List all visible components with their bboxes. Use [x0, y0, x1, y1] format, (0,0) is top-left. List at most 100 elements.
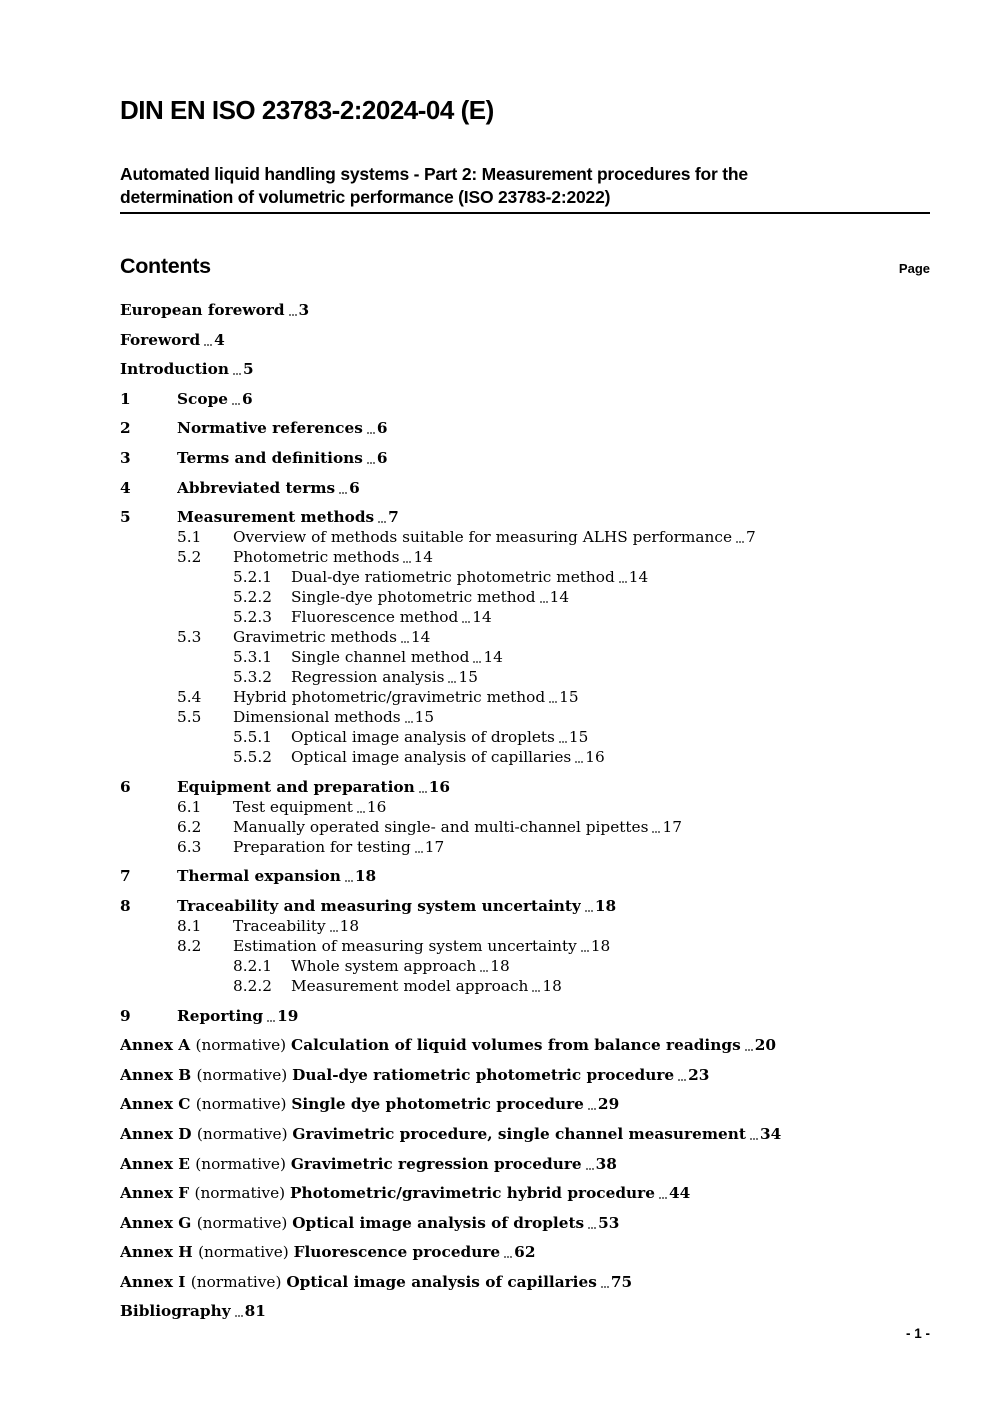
dot-leader	[558, 741, 567, 744]
toc-entry[interactable]: Bibliography 81	[120, 1301, 930, 1321]
toc-entry-label: Fluorescence method	[291, 608, 459, 627]
toc-entry-page: 5	[242, 360, 254, 379]
toc-entry-number: 5.4	[177, 688, 202, 707]
toc-entry-page: 6	[242, 389, 253, 408]
toc-entry-number: 6.3	[177, 837, 202, 856]
toc-entry-page: 18	[594, 896, 617, 915]
toc-entry[interactable]: Annex H (normative) Fluorescence procedu…	[120, 1242, 930, 1262]
toc-entry[interactable]: 6 Equipment and preparation 16	[120, 777, 930, 797]
toc-entry-label: Hybrid photometric/gravimetric method	[233, 688, 546, 707]
toc-entry-label: Test equipment	[233, 797, 353, 816]
page-column-label: Page	[898, 261, 930, 276]
toc-entry[interactable]: 6.1 Test equipment 16	[120, 797, 930, 817]
toc-entry-page: 14	[410, 628, 431, 647]
toc-entry-label: Single-dye photometric method	[291, 588, 536, 607]
toc-entry[interactable]: 7 Thermal expansion 18	[120, 866, 930, 886]
toc-entry-label: Gravimetric methods	[233, 628, 397, 647]
toc-entry-page: 6	[349, 478, 360, 497]
toc-entry[interactable]: 2 Normative references 6	[120, 418, 930, 438]
toc-entry[interactable]: 8.2.1 Whole system approach 18	[120, 956, 930, 976]
toc-entry-page: 15	[559, 688, 579, 707]
toc-entry-label: Annex D (normative) Gravimetric procedur…	[120, 1124, 746, 1143]
toc-entry[interactable]: 5.3.2 Regression analysis 15	[120, 667, 930, 687]
toc-entry-number: 6.2	[177, 817, 202, 836]
toc-entry-label: Foreword	[120, 330, 201, 349]
dot-leader	[400, 641, 409, 644]
toc-entry-label: Regression analysis	[291, 668, 445, 687]
dot-leader	[414, 850, 423, 853]
toc-entry-label: Measurement methods	[177, 508, 375, 527]
toc-entry-page: 15	[458, 668, 478, 687]
document-title-line2: determination of volumetric performance …	[120, 186, 611, 207]
toc-entry[interactable]: 4 Abbreviated terms 6	[120, 478, 930, 498]
toc-entry-page: 17	[662, 817, 682, 836]
toc-entry-number: 4	[120, 478, 131, 497]
toc-entry-label: Manually operated single- and multi-chan…	[233, 817, 649, 836]
toc-entry[interactable]: 5.2.1 Dual-dye ratiometric photometric me…	[120, 567, 930, 587]
toc-entry[interactable]: Annex D (normative) Gravimetric procedur…	[120, 1124, 930, 1144]
toc-entry[interactable]: 8.2 Estimation of measuring system uncert…	[120, 936, 930, 956]
toc-entry-page: 17	[424, 837, 445, 856]
footer: - 1 -	[120, 1326, 930, 1341]
toc-entry[interactable]: Annex I (normative) Optical image analys…	[120, 1272, 930, 1292]
toc-entry-label: Traceability and measuring system uncert…	[177, 896, 581, 915]
toc-entry-label: Annex I (normative) Optical image analys…	[120, 1272, 597, 1291]
dot-leader	[532, 989, 541, 992]
toc-entry-label: Whole system approach	[291, 956, 477, 975]
toc-entry-number: 5.2.3	[233, 608, 272, 627]
dot-leader	[344, 880, 353, 883]
toc-entry[interactable]: 1 Scope 6	[120, 389, 930, 409]
dot-leader	[549, 701, 558, 704]
toc-entry[interactable]: 6.2 Manually operated single- and multi-c…	[120, 817, 930, 837]
document-title-line1: Automated liquid handling systems - Part…	[120, 164, 748, 184]
toc-entry[interactable]: 8.1 Traceability 18	[120, 916, 930, 936]
toc-entry-page: 29	[597, 1095, 620, 1114]
toc-entry[interactable]: 5.5.1 Optical image analysis of droplets 1…	[120, 727, 930, 747]
toc-entry[interactable]: Annex C (normative) Single dye photometr…	[120, 1094, 930, 1114]
toc-entry-label: Measurement model approach	[291, 976, 529, 995]
toc-entry[interactable]: 5.5.2 Optical image analysis of capillari…	[120, 747, 930, 767]
dot-leader	[678, 1078, 687, 1081]
toc-entry[interactable]: 9 Reporting 19	[120, 1006, 930, 1026]
toc-entry-label: Annex E (normative) Gravimetric regressi…	[120, 1154, 582, 1173]
toc-entry[interactable]: Annex B (normative) Dual-dye ratiometric…	[120, 1065, 930, 1085]
toc-entry[interactable]: 5.1 Overview of methods suitable for meas…	[120, 527, 930, 547]
toc-entry-label: Thermal expansion	[177, 867, 341, 886]
toc-entry-page: 3	[298, 301, 310, 319]
toc-entry[interactable]: 5.3 Gravimetric methods 14	[120, 627, 930, 647]
toc-entry-page: 7	[388, 508, 399, 527]
toc-entry[interactable]: Annex A (normative) Calculation of liqui…	[120, 1035, 930, 1055]
toc-entry[interactable]: 5.2.2 Single-dye photometric method 14	[120, 587, 930, 607]
toc-entry-page: 18	[542, 976, 562, 995]
toc-entry[interactable]: Foreword 4	[120, 330, 930, 350]
toc-entry[interactable]: 6.3 Preparation for testing 17	[120, 837, 930, 857]
toc-entry[interactable]: 5 Measurement methods 7	[120, 507, 930, 527]
dot-leader	[329, 929, 338, 932]
page-indicator: - 1 -	[905, 1326, 930, 1342]
dot-leader	[658, 1197, 667, 1200]
toc-entry[interactable]: Introduction 5	[120, 359, 930, 379]
toc-entry[interactable]: 8.2.2 Measurement model approach 18	[120, 976, 930, 996]
toc-entry-number: 8.2	[177, 936, 202, 955]
toc-entry[interactable]: 5.3.1 Single channel method 14	[120, 647, 930, 667]
toc-entry[interactable]: 5.2.3 Fluorescence method 14	[120, 607, 930, 627]
toc-entry[interactable]: 5.2 Photometric methods 14	[120, 547, 930, 567]
toc-entry[interactable]: Annex E (normative) Gravimetric regressi…	[120, 1154, 930, 1174]
toc-entry[interactable]: 5.5 Dimensional methods 15	[120, 707, 930, 727]
toc-entry-label: Introduction	[120, 360, 229, 379]
toc-entry[interactable]: European foreword 3	[120, 300, 930, 320]
toc-entry-number: 8.2.1	[233, 956, 272, 975]
dot-leader	[448, 681, 457, 684]
toc-entry[interactable]: 8 Traceability and measuring system uncer…	[120, 896, 930, 916]
toc-entry-page: 14	[483, 648, 503, 667]
contents-heading: Contents	[120, 254, 211, 278]
toc-entry[interactable]: 3 Terms and definitions 6	[120, 448, 930, 468]
dot-leader	[339, 491, 348, 494]
toc-entry-label: Abbreviated terms	[177, 478, 336, 497]
toc-entry-page: 18	[339, 916, 360, 935]
toc-entry-page: 4	[214, 330, 225, 349]
toc-entry[interactable]: Annex G (normative) Optical image analys…	[120, 1213, 930, 1233]
toc-entry-page: 16	[428, 777, 451, 796]
toc-entry[interactable]: Annex F (normative) Photometric/gravimet…	[120, 1183, 930, 1203]
toc-entry[interactable]: 5.4 Hybrid photometric/gravimetric method…	[120, 687, 930, 707]
